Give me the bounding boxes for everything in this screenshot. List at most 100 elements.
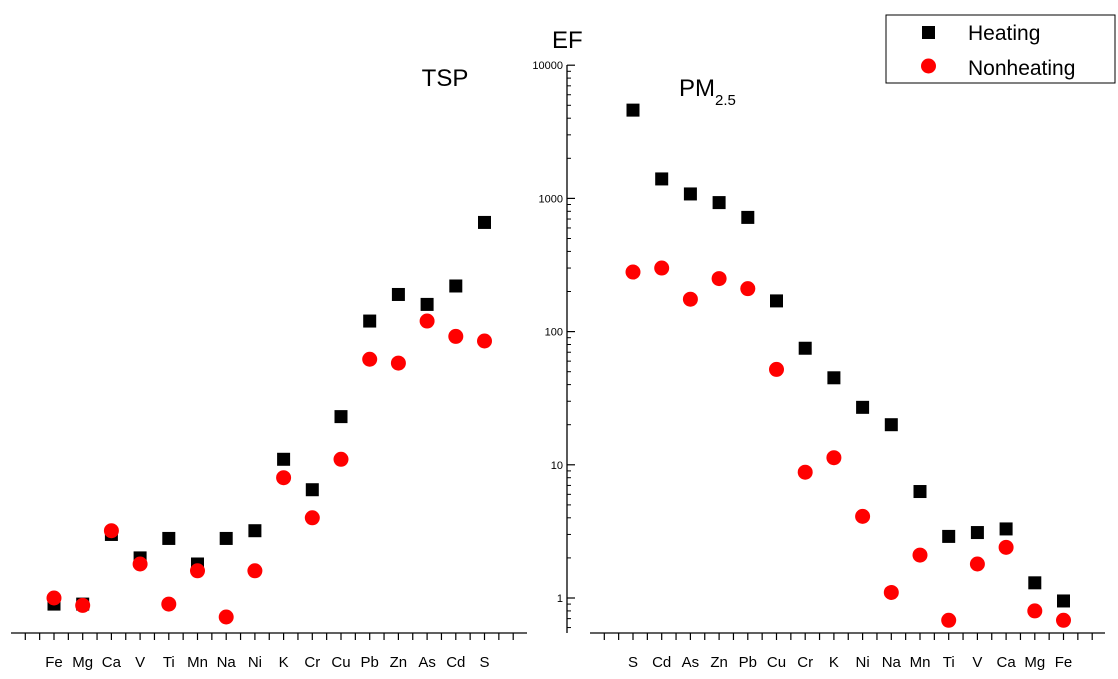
tsp-nonheating-point	[390, 355, 406, 371]
tsp-nonheating-point	[276, 470, 292, 486]
pm25-nonheating-point	[769, 361, 784, 377]
pm25-x-tick-label: Pb	[739, 654, 757, 671]
tsp-x-tick-label: Ti	[163, 654, 175, 671]
tsp-heating-point	[449, 279, 463, 293]
pm25-x-tick-label: Na	[882, 654, 902, 671]
tsp-nonheating-point	[103, 523, 119, 539]
tsp-x-tick-label: Ca	[102, 654, 122, 671]
legend-heating-label: Heating	[968, 22, 1040, 45]
pm25-nonheating-point	[883, 584, 899, 600]
pm25-panel: PM2.5 EF S Cd As Zn Pb Cu Cr K Ni Na Mn Ti V Ca Mg Fe 1 1…	[532, 27, 1105, 671]
tsp-x-tick-label: Mn	[187, 654, 208, 671]
legend-nonheating-marker	[921, 58, 936, 74]
pm25-x-tick-label: Cu	[767, 654, 786, 671]
tsp-heating-point	[478, 215, 491, 229]
tsp-heating-point	[162, 531, 176, 545]
pm25-nonheating-point	[654, 260, 670, 276]
tsp-x-tick-label: Fe	[45, 654, 63, 671]
pm25-nonheating-point	[1027, 603, 1043, 619]
pm25-heating-point	[655, 172, 669, 186]
tsp-nonheating-point	[75, 597, 91, 613]
tsp-nonheating-point	[477, 333, 492, 349]
pm25-nonheating-point	[1056, 612, 1071, 628]
tsp-x-tick-label: Na	[217, 654, 237, 671]
pm25-nonheating-point	[682, 291, 698, 307]
tsp-heating-point	[248, 524, 262, 538]
tsp-heating-point	[363, 314, 377, 328]
pm25-nonheating-point	[826, 450, 842, 466]
tsp-heating-point	[277, 452, 291, 466]
tsp-nonheating-point	[161, 596, 177, 612]
tsp-heating-point	[219, 531, 233, 545]
tsp-heating-point	[391, 287, 405, 301]
pm25-heating-point	[884, 418, 898, 432]
tsp-x-tick-label: Mg	[72, 654, 93, 671]
legend: Heating Nonheating	[885, 14, 1116, 84]
tsp-nonheating-point	[46, 590, 62, 606]
tsp-x-tick-label: As	[418, 654, 436, 671]
tsp-x-tick-label: Cr	[304, 654, 320, 671]
tsp-nonheating-point	[218, 609, 234, 625]
pm25-x-tick-label: K	[829, 654, 839, 671]
pm25-nonheating-point	[941, 612, 957, 628]
y-tick-label: 10	[551, 460, 563, 472]
pm25-heating-point	[798, 341, 812, 355]
pm25-title-main: PM	[679, 75, 715, 102]
tsp-nonheating-point	[304, 510, 320, 526]
tsp-heating-point	[420, 297, 434, 311]
y-tick-label: 1	[557, 593, 563, 605]
pm25-title-subscript: 2.5	[715, 92, 736, 109]
pm25-nonheating-point	[625, 264, 641, 280]
tsp-panel-title: TSP	[422, 65, 469, 92]
tsp-x-tick-label: Pb	[361, 654, 379, 671]
y-tick-label: 100	[545, 327, 563, 339]
pm25-x-tick-label: Fe	[1055, 654, 1073, 671]
pm25-heating-point	[913, 485, 927, 499]
pm25-panel-title: PM2.5	[679, 75, 736, 109]
tsp-nonheating-point	[333, 451, 349, 467]
legend-heating-marker	[922, 26, 935, 39]
tsp-heating-point	[305, 483, 319, 497]
tsp-x-tick-label: S	[479, 654, 489, 671]
tsp-x-tick-label: V	[135, 654, 145, 671]
pm25-heating-point	[1028, 576, 1042, 590]
pm25-x-tick-label: Cr	[797, 654, 813, 671]
pm25-x-tick-label: Ti	[943, 654, 955, 671]
y-tick-label: 1000	[539, 193, 563, 205]
pm25-nonheating-point	[797, 464, 813, 480]
pm25-x-tick-label: V	[972, 654, 982, 671]
pm25-nonheating-point	[969, 556, 985, 572]
tsp-nonheating-point	[190, 563, 205, 579]
tsp-nonheating-point	[247, 563, 263, 579]
legend-nonheating-label: Nonheating	[968, 57, 1075, 80]
y-tick-label: 10000	[532, 60, 563, 72]
tsp-x-tick-label: K	[279, 654, 289, 671]
tsp-x-tick-label: Cu	[331, 654, 350, 671]
pm25-heating-point	[970, 526, 984, 540]
pm25-x-tick-label: S	[628, 654, 638, 671]
tsp-nonheating-point	[419, 313, 435, 329]
pm25-heating-point	[741, 210, 755, 224]
pm25-x-tick-label: As	[682, 654, 700, 671]
pm25-heating-point	[999, 522, 1013, 536]
pm25-heating-point	[1057, 594, 1070, 608]
tsp-x-tick-label: Zn	[390, 654, 408, 671]
tsp-panel: TSP Fe Mg Ca V Ti Mn Na Ni K Cr Cu Pb Zn As Cd S	[11, 65, 527, 671]
pm25-x-tick-label: Ni	[856, 654, 870, 671]
tsp-x-tick-label: Cd	[446, 654, 465, 671]
tsp-nonheating-point	[448, 328, 464, 344]
pm25-heating-point	[712, 196, 726, 210]
pm25-heating-point	[626, 103, 640, 117]
pm25-x-tick-label: Cd	[652, 654, 671, 671]
pm25-heating-point	[942, 529, 956, 543]
pm25-nonheating-point	[912, 547, 928, 563]
tsp-x-tick-label: Ni	[248, 654, 262, 671]
pm25-heating-point	[683, 187, 697, 201]
pm25-x-tick-label: Mg	[1024, 654, 1045, 671]
tsp-nonheating-point	[132, 556, 148, 572]
pm25-heating-point	[827, 371, 841, 385]
tsp-nonheating-point	[362, 351, 378, 367]
pm25-nonheating-point	[711, 271, 727, 287]
pm25-heating-point	[856, 400, 870, 414]
